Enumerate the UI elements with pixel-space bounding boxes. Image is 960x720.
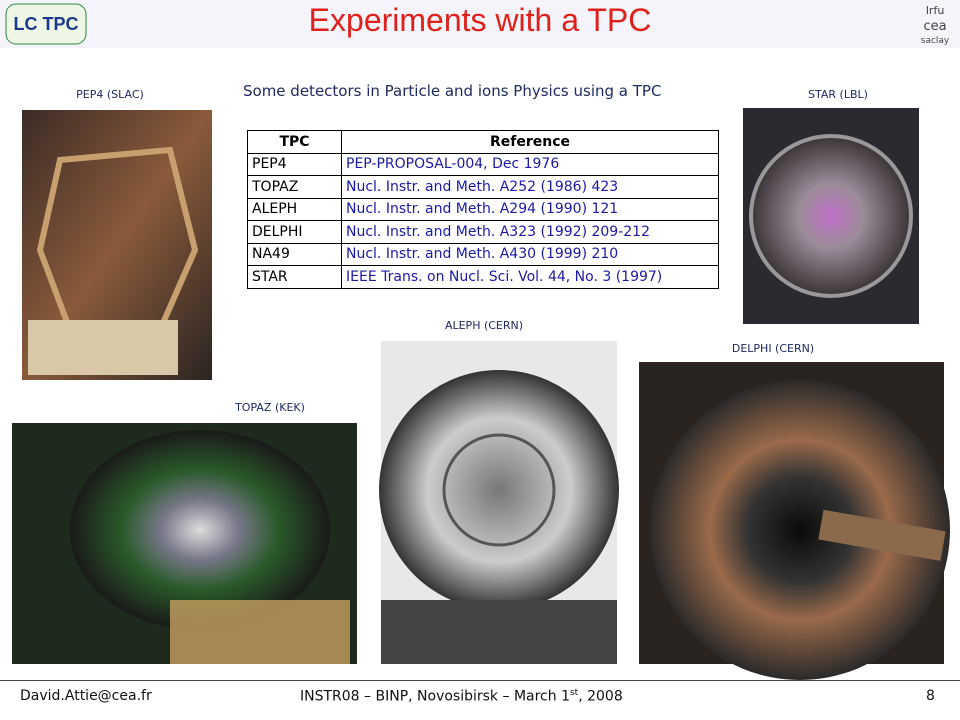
tpc-name: ALEPH [247, 197, 342, 221]
reference: IEEE Trans. on Nucl. Sci. Vol. 44, No. 3… [341, 265, 719, 289]
photo [379, 341, 619, 664]
photo-caption: TOPAZ (KEK) [235, 401, 305, 414]
logo-right-text: cea [923, 19, 946, 34]
column-header: TPC [247, 130, 342, 154]
tpc-name: STAR [247, 265, 342, 289]
logo-right-text: Irfu [926, 4, 945, 17]
reference: Nucl. Instr. and Meth. A430 (1999) 210 [341, 242, 719, 266]
table-row: DELPHI Nucl. Instr. and Meth. A323 (1992)… [247, 220, 719, 244]
subtitle: Some detectors in Particle and ions Phys… [243, 82, 662, 100]
photo-caption: PEP4 (SLAC) [76, 88, 144, 101]
reference: Nucl. Instr. and Meth. A294 (1990) 121 [341, 197, 719, 221]
footer-line [0, 680, 960, 681]
photo [22, 110, 212, 380]
tpc-name: DELPHI [247, 220, 342, 244]
table-row: ALEPH Nucl. Instr. and Meth. A294 (1990) … [247, 197, 719, 221]
photo [743, 108, 919, 324]
photo [639, 362, 950, 680]
table-header-row: TPC Reference [247, 130, 719, 154]
column-header: Reference [341, 130, 719, 154]
table-row: NA49 Nucl. Instr. and Meth. A430 (1999) 2… [247, 242, 719, 266]
reference-table: TPC Reference PEP4 PEP-PROPOSAL-004, Dec 19… [247, 130, 719, 289]
logo-right-text: saclay [921, 36, 950, 46]
photo [12, 423, 357, 664]
photo-caption: ALEPH (CERN) [444, 319, 524, 332]
logo-left [5, 3, 87, 45]
table-row: PEP4 PEP-PROPOSAL-004, Dec 1976 [247, 152, 719, 176]
reference: PEP-PROPOSAL-004, Dec 1976 [341, 152, 719, 176]
tpc-name: PEP4 [247, 152, 342, 176]
reference: Nucl. Instr. and Meth. A252 (1986) 423 [341, 175, 719, 199]
photo-caption: DELPHI (CERN) [731, 342, 815, 355]
footer-event: INSTR08 – BINP, Novosibirsk – March 1st,… [300, 688, 623, 705]
footer-event-sup: st [569, 688, 579, 698]
tpc-name: TOPAZ [247, 175, 342, 199]
footer-event-text: , 2008 [578, 688, 623, 705]
photo-caption: STAR (LBL) [808, 88, 868, 101]
footer-email: David.Attie@cea.fr [20, 688, 152, 704]
footer-page: 8 [926, 688, 935, 704]
reference: Nucl. Instr. and Meth. A323 (1992) 209-2… [341, 220, 719, 244]
title: Experiments with a TPC [308, 2, 652, 38]
logo-left-text: LC TPC [14, 14, 79, 34]
table-row: STAR IEEE Trans. on Nucl. Sci. Vol. 44, N… [247, 265, 719, 289]
tpc-name: NA49 [247, 242, 342, 266]
header-band [0, 0, 960, 48]
footer-event-text: INSTR08 – BINP, Novosibirsk – March 1 [300, 688, 570, 705]
table-row: TOPAZ Nucl. Instr. and Meth. A252 (1986) … [247, 175, 719, 199]
